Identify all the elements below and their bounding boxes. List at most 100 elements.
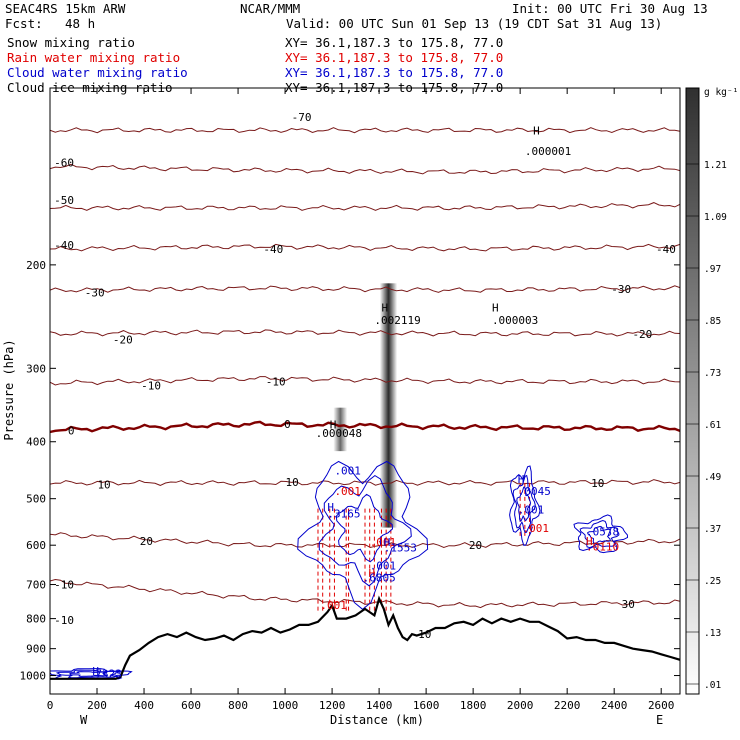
- field-annotation: H: [381, 301, 388, 314]
- field-xy-cloud-water: XY= 36.1,187.3 to 175.8, 77.0: [285, 65, 503, 80]
- contour-label: -40: [656, 243, 676, 256]
- field-annotation: .001: [523, 522, 550, 535]
- east-marker: E: [656, 713, 663, 727]
- temp-contour-m30: [50, 285, 680, 293]
- field-annotation: H: [384, 536, 391, 549]
- temp-contour-m50: [50, 202, 680, 211]
- colorbar-label: .49: [704, 472, 721, 483]
- valid-time: Valid: 00 UTC Sun 01 Sep 13 (19 CDT Sat …: [286, 16, 662, 31]
- snow-column-0: [333, 407, 348, 452]
- contour-label: -20: [632, 328, 652, 341]
- temp-contour-0: [50, 420, 680, 434]
- cloud-water-contour-2: [587, 525, 612, 544]
- field-annotation: .001: [370, 560, 397, 573]
- field-annotation: .001: [370, 536, 397, 549]
- colorbar-ramp: [685, 87, 700, 695]
- terrain: [50, 595, 680, 680]
- cloud-water-contour-0: [297, 460, 429, 610]
- terrain-line: [50, 595, 680, 680]
- contour-label: 10: [286, 476, 299, 489]
- contour-label: 30: [622, 598, 635, 611]
- field-xy-snow: XY= 36.1,187.3 to 175.8, 77.0: [285, 35, 503, 50]
- y-tick-label: 600: [26, 539, 46, 552]
- field-annotation: .001: [334, 485, 361, 498]
- field-name-rain: Rain water mixing ratio: [7, 50, 180, 65]
- field-annotation: .6805: [363, 572, 396, 585]
- x-tick-label: 1400: [366, 699, 393, 712]
- field-name-snow: Snow mixing ratio: [7, 35, 135, 50]
- contour-label: 0: [68, 425, 75, 438]
- plot-area: -70 -60 -50 -40 -40 -40 -30 -30 -20 -20 -10 -10 0 0 10…: [50, 111, 680, 681]
- x-tick-label: 1000: [272, 699, 299, 712]
- contour-label: -10: [411, 628, 431, 641]
- field-annotation: .3165: [327, 507, 360, 520]
- snow-shading: [333, 283, 398, 528]
- x-tick-label: 2600: [648, 699, 675, 712]
- field-annotation: .000003: [492, 314, 538, 327]
- cloud-water-contours: [50, 460, 629, 680]
- field-annotation: .000001: [525, 145, 571, 158]
- colorbar-unit: g kg⁻¹: [704, 87, 738, 98]
- contour-label: 10: [591, 477, 604, 490]
- contour-label: -10: [266, 376, 286, 389]
- x-tick-label: 1600: [413, 699, 440, 712]
- colorbar-label: 1.09: [704, 212, 727, 223]
- contour-label: -40: [54, 239, 74, 252]
- contour-label: 0: [284, 418, 291, 431]
- temp-contour-m40: [50, 243, 680, 252]
- contour-label: 20: [469, 539, 482, 552]
- field-annotation: H: [533, 125, 540, 138]
- cloud-water-contour-1: [509, 465, 541, 546]
- colorbar-label: .61: [704, 420, 721, 431]
- contour-label: -50: [54, 194, 74, 207]
- plot-frame: [49, 87, 681, 695]
- contour-label: -10: [54, 614, 74, 627]
- contour-label: 10: [97, 479, 110, 492]
- x-tick-label: 400: [134, 699, 154, 712]
- contour-label: -20: [113, 334, 133, 347]
- x-tick-label: 1800: [460, 699, 487, 712]
- colorbar-ticks: 1.21 1.09 .97 .85 .73 .61 .49 .37 .25 .13 .01: [686, 160, 727, 691]
- contour-label: -70: [292, 111, 312, 124]
- colorbar-label: 1.21: [704, 160, 727, 171]
- cloud-water-contour-3: [69, 671, 109, 677]
- contour-label: 20: [140, 535, 153, 548]
- y-tick-label: 700: [26, 579, 46, 592]
- colorbar-label: .25: [704, 576, 721, 587]
- field-annotation: .0045: [518, 485, 551, 498]
- field-annotation: H: [330, 419, 337, 432]
- y-tick-label: 900: [26, 643, 46, 656]
- cloud-water-contour-0: [318, 474, 412, 587]
- x-tick-label: 2400: [601, 699, 628, 712]
- colorbar-label: .73: [704, 368, 721, 379]
- cloud-water-contour-1: [516, 486, 532, 522]
- rain-water-contours: [317, 482, 531, 613]
- contour-label: -30: [85, 287, 105, 300]
- field-annotation: H: [327, 501, 334, 514]
- field-annotation: .001: [320, 599, 347, 612]
- colorbar-label: .01: [704, 680, 721, 691]
- temp-contour-m70: [50, 127, 680, 134]
- field-annotation: .002119: [374, 314, 420, 327]
- temp-contour-m20: [50, 329, 680, 337]
- y-axis-label: Pressure (hPa): [2, 339, 16, 440]
- x-tick-label: 0: [47, 699, 54, 712]
- cloud-water-contour-2: [573, 514, 629, 554]
- field-annotation: .000048: [316, 427, 362, 440]
- temp-contour-m10: [50, 376, 680, 386]
- field-annotation: H: [518, 473, 525, 486]
- colorbar-label: .13: [704, 628, 721, 639]
- x-tick-label: 200: [87, 699, 107, 712]
- contour-label: -30: [611, 283, 631, 296]
- field-annotation: H: [492, 301, 499, 314]
- contour-label: -10: [54, 579, 74, 592]
- x-tick-label: 2200: [554, 699, 581, 712]
- cloud-water-contour-2: [579, 519, 620, 549]
- center-label: NCAR/MMM: [240, 1, 300, 16]
- contour-label: -10: [141, 380, 161, 393]
- cloud-water-contour-1: [512, 474, 536, 534]
- temp-contour-30: [50, 578, 680, 609]
- x-tick-label: 800: [228, 699, 248, 712]
- field-annotation: .7323: [89, 668, 122, 681]
